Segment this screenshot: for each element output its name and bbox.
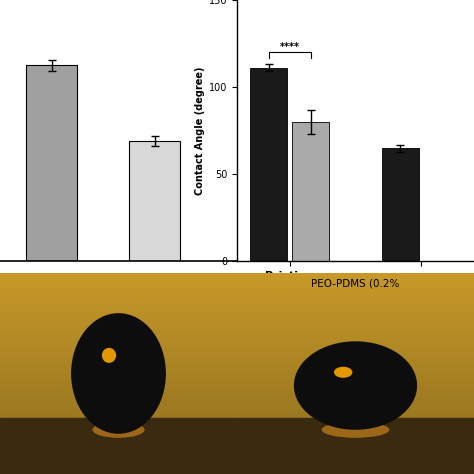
Ellipse shape (71, 313, 166, 434)
Bar (237, 418, 474, 474)
Ellipse shape (294, 341, 417, 430)
Text: ****: **** (280, 42, 300, 52)
Bar (129, 141, 180, 261)
Bar (26, 65, 77, 261)
Legend: PEO-PDMS (0.4%), PEO-PDMS (1.0%): PEO-PDMS (0.4%), PEO-PDMS (1.0%) (5, 371, 113, 401)
Bar (0, 418, 237, 474)
Ellipse shape (92, 422, 145, 438)
Bar (292, 122, 329, 261)
Bar (250, 68, 287, 261)
Ellipse shape (334, 367, 352, 378)
Y-axis label: Contact Angle (degree): Contact Angle (degree) (195, 66, 205, 195)
Legend: PDMS, PEO-PD: PDMS, PEO-PD (230, 358, 340, 374)
Bar (382, 148, 419, 261)
Text: B: B (185, 0, 204, 3)
Text: PEO-PDMS (0.2%: PEO-PDMS (0.2% (311, 279, 400, 289)
Ellipse shape (321, 422, 390, 438)
Ellipse shape (102, 348, 116, 363)
